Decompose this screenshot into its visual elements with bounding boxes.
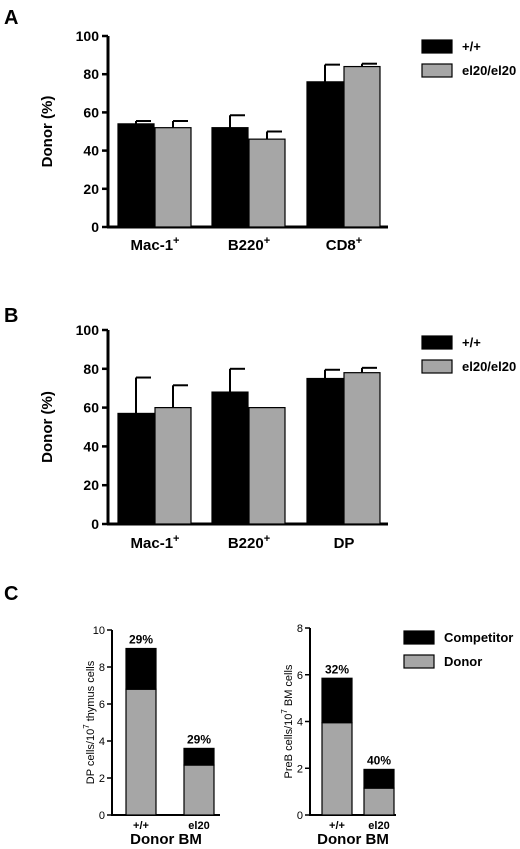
y-tick-label: 0	[91, 219, 99, 235]
bar-segment	[183, 764, 215, 816]
bar	[117, 412, 155, 525]
panel-letter: C	[4, 583, 18, 605]
y-tick-label: 8	[99, 662, 105, 674]
y-tick-label: 20	[83, 477, 99, 493]
y-tick-label: 80	[83, 66, 99, 82]
bar	[154, 127, 192, 228]
legend-label: el20/el20	[462, 63, 516, 78]
bar-segment	[183, 747, 215, 766]
y-tick-label: 0	[99, 810, 105, 822]
y-tick-label: 20	[83, 181, 99, 197]
y-tick-label: 100	[76, 28, 100, 44]
y-axis-title: DP cells/107 thymus cells	[82, 660, 97, 784]
y-tick-label: 8	[297, 623, 303, 635]
legend-swatch	[421, 359, 453, 374]
legend-swatch	[403, 654, 435, 669]
x-axis-title: Donor BM	[130, 831, 202, 848]
y-tick-label: 6	[99, 699, 105, 711]
percent-label: 29%	[129, 633, 153, 647]
legend-swatch	[403, 630, 435, 645]
legend-swatch	[421, 63, 453, 78]
panel-c-dp: C 0 2 4 6 8 10 DP cells/107 thymus cells 29% +/+ 2…	[4, 583, 220, 848]
percent-label: 29%	[187, 732, 211, 746]
y-tick-label: 80	[83, 361, 99, 377]
bar-segment	[363, 787, 395, 816]
y-tick-label: 0	[91, 516, 99, 532]
y-tick-label: 0	[297, 810, 303, 822]
legend-swatch	[421, 335, 453, 350]
bar	[306, 81, 344, 228]
bar-segment	[125, 688, 157, 816]
x-tick-label: +/+	[329, 820, 345, 832]
y-axis-title: Donor (%)	[39, 391, 56, 463]
x-tick-label: B220+	[228, 235, 270, 254]
y-tick-label: 40	[83, 143, 99, 159]
percent-label: 32%	[325, 662, 349, 676]
x-axis-title: Donor BM	[317, 831, 389, 848]
legend-label: +/+	[462, 39, 481, 54]
x-tick-label: DP	[334, 535, 355, 552]
y-tick-label: 60	[83, 104, 99, 120]
percent-label: 40%	[367, 753, 391, 767]
panel-c-preb: 0 2 4 6 8 PreB cells/107 BM cells 32% +/+ 40% el2…	[280, 623, 513, 848]
y-axis-title: PreB cells/107 BM cells	[280, 664, 295, 778]
x-tick-label: el20	[188, 820, 209, 832]
bar-segment	[321, 677, 353, 724]
bar	[154, 407, 192, 525]
bar	[343, 65, 381, 228]
panel-a: A 0 20 40 60 80 100 Donor (%) Mac-1+ B220+ CD8+ +/+…	[4, 7, 516, 254]
legend-label: Donor	[444, 654, 482, 669]
panel-letter: B	[4, 305, 18, 327]
x-tick-label: CD8+	[326, 235, 362, 254]
bar-segment	[363, 768, 395, 789]
y-tick-label: 2	[297, 763, 303, 775]
x-tick-label: el20	[368, 820, 389, 832]
x-tick-label: +/+	[133, 820, 149, 832]
legend-swatch	[421, 39, 453, 54]
y-tick-label: 60	[83, 400, 99, 416]
y-tick-label: 100	[76, 322, 100, 338]
legend-label: Competitor	[444, 630, 513, 645]
bar-segment	[125, 647, 157, 690]
bar	[306, 377, 344, 525]
x-tick-label: Mac-1+	[131, 533, 180, 552]
bar-segment	[321, 722, 353, 816]
y-tick-label: 40	[83, 438, 99, 454]
y-axis-title: Donor (%)	[39, 96, 56, 168]
y-tick-label: 2	[99, 773, 105, 785]
x-tick-label: Mac-1+	[131, 235, 180, 254]
y-tick-label: 6	[297, 670, 303, 682]
bar	[117, 123, 155, 228]
y-tick-label: 4	[99, 736, 105, 748]
x-tick-label: B220+	[228, 533, 270, 552]
y-tick-label: 10	[93, 625, 105, 637]
bar	[211, 127, 249, 228]
panel-b: B 0 20 40 60 80 100 Donor (%) Mac-1+ B220+ DP +/+ el…	[4, 305, 516, 552]
y-tick-label: 4	[297, 717, 303, 729]
panel-letter: A	[4, 7, 18, 29]
bar	[248, 407, 286, 525]
legend-label: +/+	[462, 335, 481, 350]
legend-label: el20/el20	[462, 359, 516, 374]
bar	[343, 372, 381, 525]
bar	[248, 138, 286, 228]
bar	[211, 391, 249, 525]
